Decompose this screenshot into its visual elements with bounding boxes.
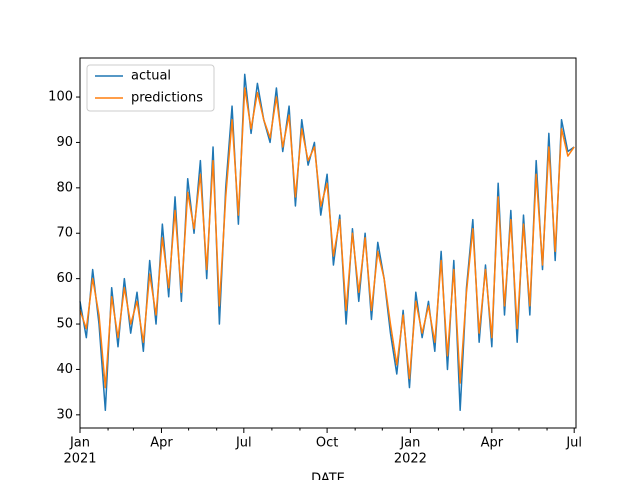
axes-frame — [79, 57, 577, 429]
x-tick-label: Oct — [316, 436, 338, 451]
y-tick-label: 70 — [56, 226, 73, 241]
y-tick-label: 40 — [56, 362, 73, 377]
x-axis-label: DATE — [311, 472, 345, 480]
y-tick-label: 30 — [56, 407, 73, 422]
x-tick-label: Jan — [399, 436, 420, 451]
x-tick-year-label: 2021 — [63, 452, 96, 467]
legend-label: actual — [131, 69, 171, 84]
y-tick-label: 80 — [56, 180, 73, 195]
x-tick-label: Jul — [565, 436, 582, 451]
x-tick-label: Jan — [69, 436, 90, 451]
x-tick-year-label: 2022 — [394, 452, 427, 467]
y-tick-label: 90 — [56, 135, 73, 150]
legend-label: predictions — [131, 91, 203, 106]
x-tick-label: Jul — [235, 436, 252, 451]
series-line — [79, 73, 575, 412]
x-tick-label: Apr — [481, 436, 504, 451]
y-tick-label: 100 — [48, 90, 73, 105]
y-tick-label: 60 — [56, 271, 73, 286]
series-line — [79, 87, 575, 389]
x-tick-label: Apr — [150, 436, 173, 451]
y-tick-label: 50 — [56, 317, 73, 332]
